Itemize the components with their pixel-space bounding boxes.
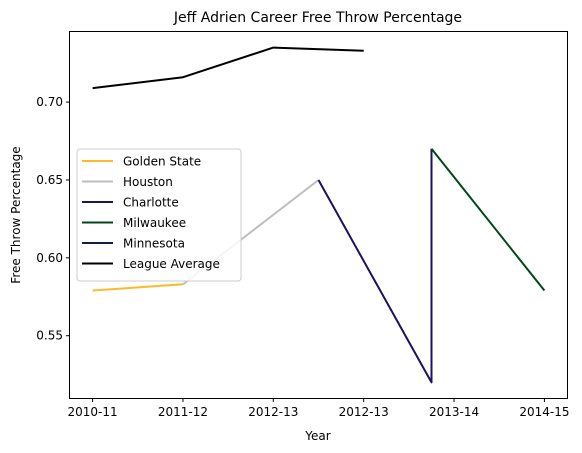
x-tick-label: 2012-13: [248, 405, 298, 419]
plot-frame: [69, 31, 568, 399]
legend-label-1: Houston: [123, 175, 173, 189]
y-tick-label: 0.60: [36, 251, 63, 265]
series-line-2: [317, 148, 433, 384]
legend-label-0: Golden State: [123, 155, 201, 169]
y-axis-label: Free Throw Percentage: [9, 146, 23, 283]
x-tick-label: 2012-13: [339, 405, 389, 419]
series-line-5: [92, 46, 364, 90]
chart-title: Jeff Adrien Career Free Throw Percentage: [173, 10, 462, 26]
y-tick-label: 0.65: [36, 173, 63, 187]
y-tick-label: 0.55: [36, 329, 63, 343]
x-tick-label: 2011-12: [158, 405, 208, 419]
y-tick-label: 0.70: [36, 95, 63, 109]
x-tick-label: 2010-11: [68, 405, 118, 419]
x-tick-label: 2014-15: [519, 405, 569, 419]
legend-label-3: Milwaukee: [123, 216, 186, 230]
legend-label-4: Minnesota: [123, 237, 185, 251]
x-tick-label: 2013-14: [429, 405, 479, 419]
series-line-3: [430, 148, 546, 292]
legend-label-5: League Average: [123, 257, 220, 271]
series-line-0: [92, 283, 184, 292]
y-axis: 0.55 0.60 0.65 0.70: [36, 95, 70, 343]
legend: Golden State Houston Charlotte Milwaukee Min…: [76, 148, 242, 282]
legend-label-2: Charlotte: [123, 196, 179, 210]
x-axis: 2010-11 2011-12 2012-13 2012-13 2013-14 2014-…: [68, 398, 569, 419]
legend-frame: [76, 148, 242, 282]
x-axis-label: Year: [304, 429, 330, 443]
